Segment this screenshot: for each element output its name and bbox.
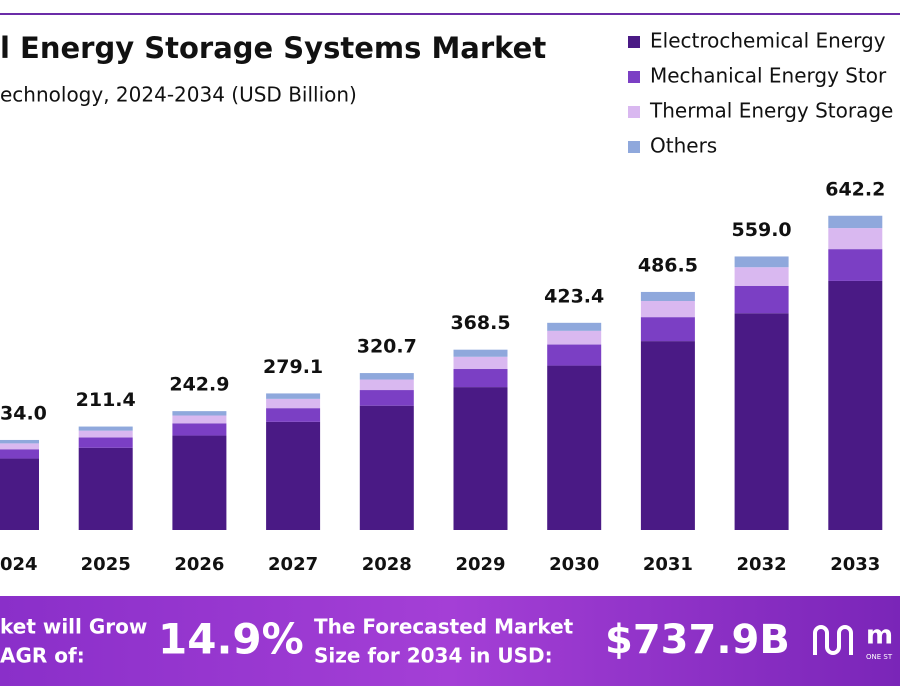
bar-segment: [640, 300, 695, 318]
bar-segment: [640, 291, 695, 301]
bar-segment: [0, 439, 39, 444]
bar-segment: [453, 356, 508, 370]
brand-logo: [813, 625, 853, 655]
bar-segment: [359, 405, 414, 530]
x-tick-label: 024: [0, 554, 38, 575]
x-tick-label: 2033: [830, 554, 880, 575]
x-tick-label: 2026: [174, 554, 224, 575]
total-label: 559.0: [732, 219, 792, 241]
bar-segment: [640, 341, 695, 530]
bar-segment: [172, 423, 227, 436]
legend-swatch: [628, 141, 640, 153]
bar-segment: [734, 267, 789, 286]
x-tick-label: 2030: [549, 554, 599, 575]
bar-segment: [734, 313, 789, 530]
legend-swatch: [628, 36, 640, 48]
x-tick-label: 2031: [643, 554, 693, 575]
legend-swatch: [628, 106, 640, 118]
bar-segment: [266, 408, 321, 422]
bar-segment: [266, 398, 321, 409]
bar-segment: [453, 349, 508, 357]
x-tick-label: 2028: [362, 554, 412, 575]
banner-text: Size for 2034 in USD:: [314, 644, 553, 668]
x-tick-label: 2027: [268, 554, 318, 575]
legend-label: Thermal Energy Storage: [649, 99, 893, 123]
x-tick-label: 2025: [81, 554, 131, 575]
bar-segment: [359, 379, 414, 391]
bar-segment: [172, 411, 227, 416]
bar-segment: [828, 215, 883, 229]
bar-segment: [0, 443, 39, 450]
banner: [0, 596, 900, 686]
total-label: 642.2: [825, 178, 885, 200]
bar-segment: [266, 393, 321, 399]
bar-segment: [734, 285, 789, 314]
bar-segment: [453, 387, 508, 530]
legend-label: Mechanical Energy Stor: [650, 64, 887, 88]
banner-text: The Forecasted Market: [314, 615, 574, 639]
bar-segment: [78, 426, 133, 431]
x-tick-label: 2032: [737, 554, 787, 575]
top-rule: [0, 13, 900, 15]
bar-segment: [0, 458, 39, 530]
brand-name: m: [866, 621, 893, 651]
bar-segment: [547, 365, 602, 530]
bar-segment: [547, 330, 602, 345]
bar-segment: [172, 435, 227, 530]
bar-segment: [359, 390, 414, 406]
bar-segment: [78, 430, 133, 438]
bar-segment: [828, 249, 883, 281]
bar-segment: [547, 344, 602, 366]
total-label: 279.1: [263, 356, 323, 378]
total-label: 486.5: [638, 254, 698, 276]
total-label: 211.4: [76, 389, 136, 411]
total-label: 423.4: [544, 285, 604, 307]
legend-label: Electrochemical Energy: [650, 29, 886, 53]
total-label: 242.9: [169, 374, 229, 396]
bar-segment: [78, 437, 133, 448]
bar-segment: [828, 228, 883, 250]
bar-segment: [359, 373, 414, 380]
chart-title: l Energy Storage Systems Market: [0, 31, 546, 65]
chart-subtitle: echnology, 2024-2034 (USD Billion): [0, 83, 357, 107]
legend-swatch: [628, 71, 640, 83]
legend-label: Others: [650, 134, 717, 158]
total-label: 34.0: [0, 402, 47, 424]
bar-segment: [640, 317, 695, 342]
banner-text: AGR of:: [0, 644, 85, 668]
forecast-value: $737.9B: [605, 617, 790, 663]
bar-segment: [172, 415, 227, 424]
total-label: 320.7: [357, 336, 417, 358]
bar-segment: [453, 369, 508, 388]
banner-text: ket will Grow: [0, 615, 147, 639]
cagr-value: 14.9%: [158, 615, 304, 664]
x-tick-label: 2029: [455, 554, 505, 575]
bar-segment: [0, 449, 39, 459]
bar-segment: [734, 256, 789, 268]
total-label: 368.5: [450, 312, 510, 334]
bar-segment: [547, 322, 602, 331]
brand-tagline: ONE ST: [866, 653, 893, 661]
bar-segment: [78, 447, 133, 530]
bar-segment: [828, 280, 883, 530]
bar-segment: [266, 421, 321, 530]
